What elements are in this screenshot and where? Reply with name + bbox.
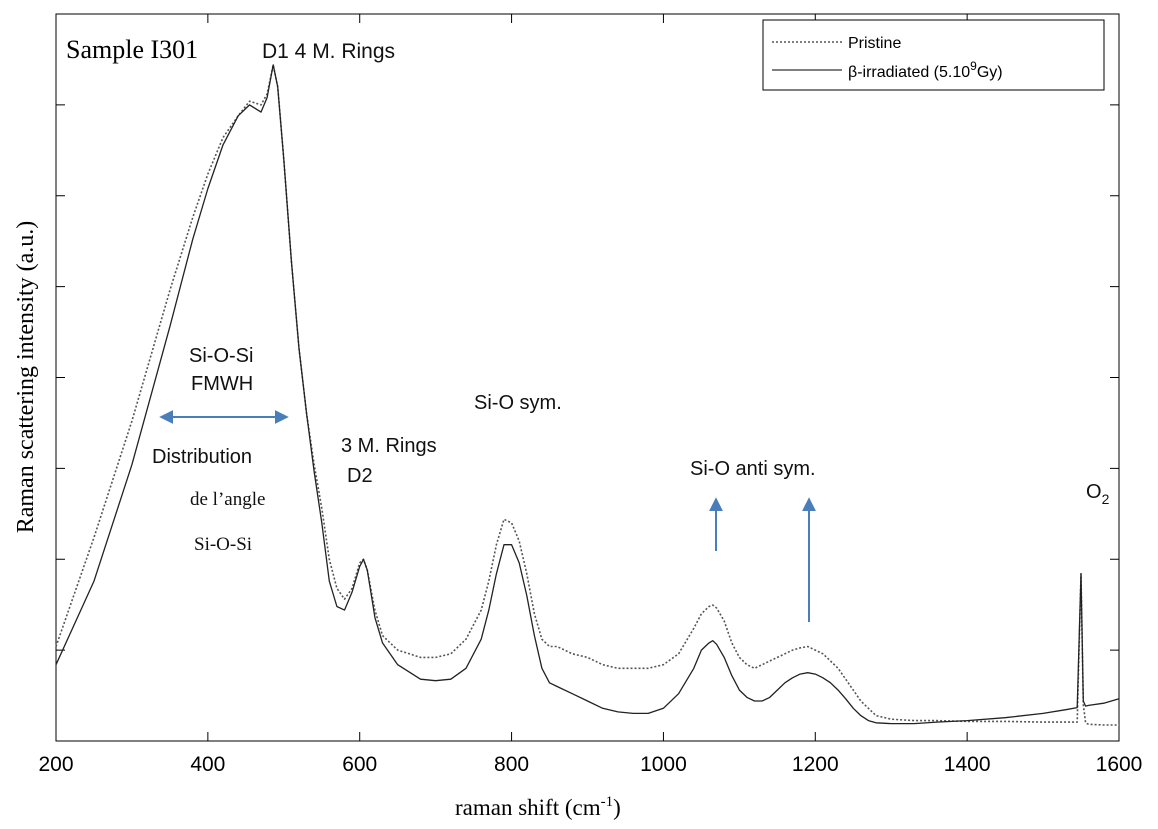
annotation-three-rings: 3 M. Rings	[341, 435, 437, 457]
annotation-angle-sio: Si-O-Si	[194, 534, 252, 555]
x-axis-label: raman shift (cm-1)	[455, 794, 621, 820]
y-axis-label: Raman scattering intensity (a.u.)	[13, 221, 39, 534]
annotation-sio-sym: Si-O sym.	[474, 392, 562, 414]
series-group	[55, 64, 1120, 726]
annotation-o2: O2	[1086, 481, 1110, 507]
x-tick-label: 1200	[792, 753, 839, 776]
legend-label-pristine: Pristine	[848, 35, 901, 52]
x-tick-label: 1400	[944, 753, 991, 776]
x-tick-label: 200	[38, 753, 73, 776]
x-axis-label-close: )	[613, 795, 621, 820]
legend-irradiated-end: Gy)	[977, 64, 1003, 81]
annotation-d2: D2	[347, 465, 373, 487]
annotation-sio-si: Si-O-Si	[189, 345, 253, 367]
annotation-d1: D1 4 M. Rings	[262, 40, 395, 63]
o2-subscript: 2	[1102, 491, 1110, 507]
legend-irradiated-sup: 9	[970, 59, 977, 73]
x-tick-label: 1600	[1096, 753, 1143, 776]
axis-ticks	[55, 14, 1120, 741]
annotation-distribution: Distribution	[152, 446, 252, 468]
x-tick-label: 1000	[640, 753, 687, 776]
x-tick-label: 600	[342, 753, 377, 776]
series-line-irradiated	[55, 64, 1120, 725]
annotation-fmwh: FMWH	[191, 373, 253, 395]
annotation-sio-antisym: Si-O anti sym.	[690, 458, 816, 480]
x-axis-label-base: raman shift (cm	[455, 795, 601, 820]
x-axis-label-sup: -1	[601, 794, 614, 810]
legend: Pristine β-irradiated (5.109Gy)	[762, 19, 1105, 91]
legend-box	[762, 19, 1105, 91]
legend-irradiated-base: β-irradiated (5.10	[848, 64, 970, 81]
annotation-angle: de l’angle	[190, 489, 265, 510]
chart-title: Sample I301	[66, 35, 198, 64]
x-tick-labels: 200 400 600 800 1000 1200 1400 1600	[38, 753, 1142, 776]
x-tick-label: 400	[190, 753, 225, 776]
o2-letter: O	[1086, 481, 1102, 503]
x-tick-label: 800	[494, 753, 529, 776]
legend-label-irradiated: β-irradiated (5.109Gy)	[848, 59, 1003, 81]
